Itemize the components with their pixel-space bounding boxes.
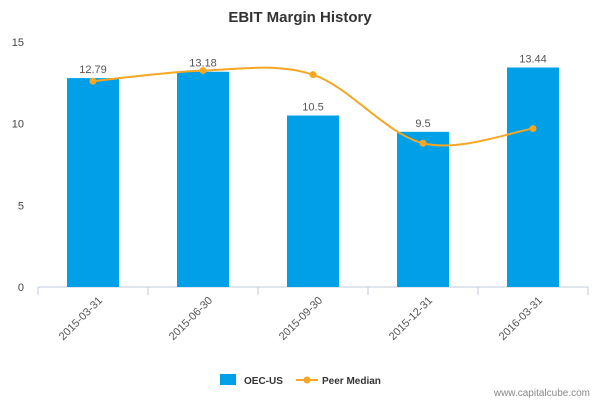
chart-title: EBIT Margin History [228, 9, 372, 26]
legend-label-peer: Peer Median [322, 376, 381, 387]
legend-label-oec: OEC-US [244, 376, 283, 387]
x-tick-label: 2015-03-31 [57, 295, 105, 343]
peer-median-series [89, 66, 537, 147]
bar [397, 131, 449, 287]
legend-marker-peer [303, 376, 311, 384]
x-tick-label: 2015-12-31 [387, 295, 435, 343]
bar [67, 78, 119, 287]
peer-median-point [89, 77, 97, 85]
y-tick-label: 15 [12, 37, 24, 49]
y-tick-label: 5 [18, 200, 24, 212]
y-tick-label: 10 [12, 119, 24, 131]
data-label: 13.18 [189, 58, 217, 70]
x-tick-label: 2016-03-31 [497, 295, 545, 343]
peer-median-point [199, 67, 207, 75]
peer-median-point [309, 71, 317, 79]
bar [287, 115, 339, 287]
y-axis: 0 5 10 15 [12, 37, 24, 294]
data-label: 13.44 [519, 53, 547, 65]
credit-text: www.capitalcube.com [493, 388, 590, 399]
peer-median-point [419, 139, 427, 147]
x-axis: 2015-03-31 2015-06-30 2015-09-30 2015-12-31… [37, 287, 589, 343]
data-labels: 12.79 13.18 10.5 9.5 13.44 [79, 53, 547, 129]
x-tick-label: 2015-06-30 [167, 295, 215, 343]
bar-series [67, 67, 559, 287]
data-label: 12.79 [79, 64, 107, 76]
peer-median-point [529, 125, 537, 133]
bar [177, 71, 229, 287]
x-tick-label: 2015-09-30 [277, 295, 325, 343]
legend: OEC-US Peer Median [220, 374, 381, 387]
y-tick-label: 0 [18, 282, 24, 294]
data-label: 10.5 [302, 102, 323, 114]
bar [507, 67, 559, 287]
legend-swatch-oec [220, 374, 236, 385]
data-label: 9.5 [415, 118, 430, 130]
